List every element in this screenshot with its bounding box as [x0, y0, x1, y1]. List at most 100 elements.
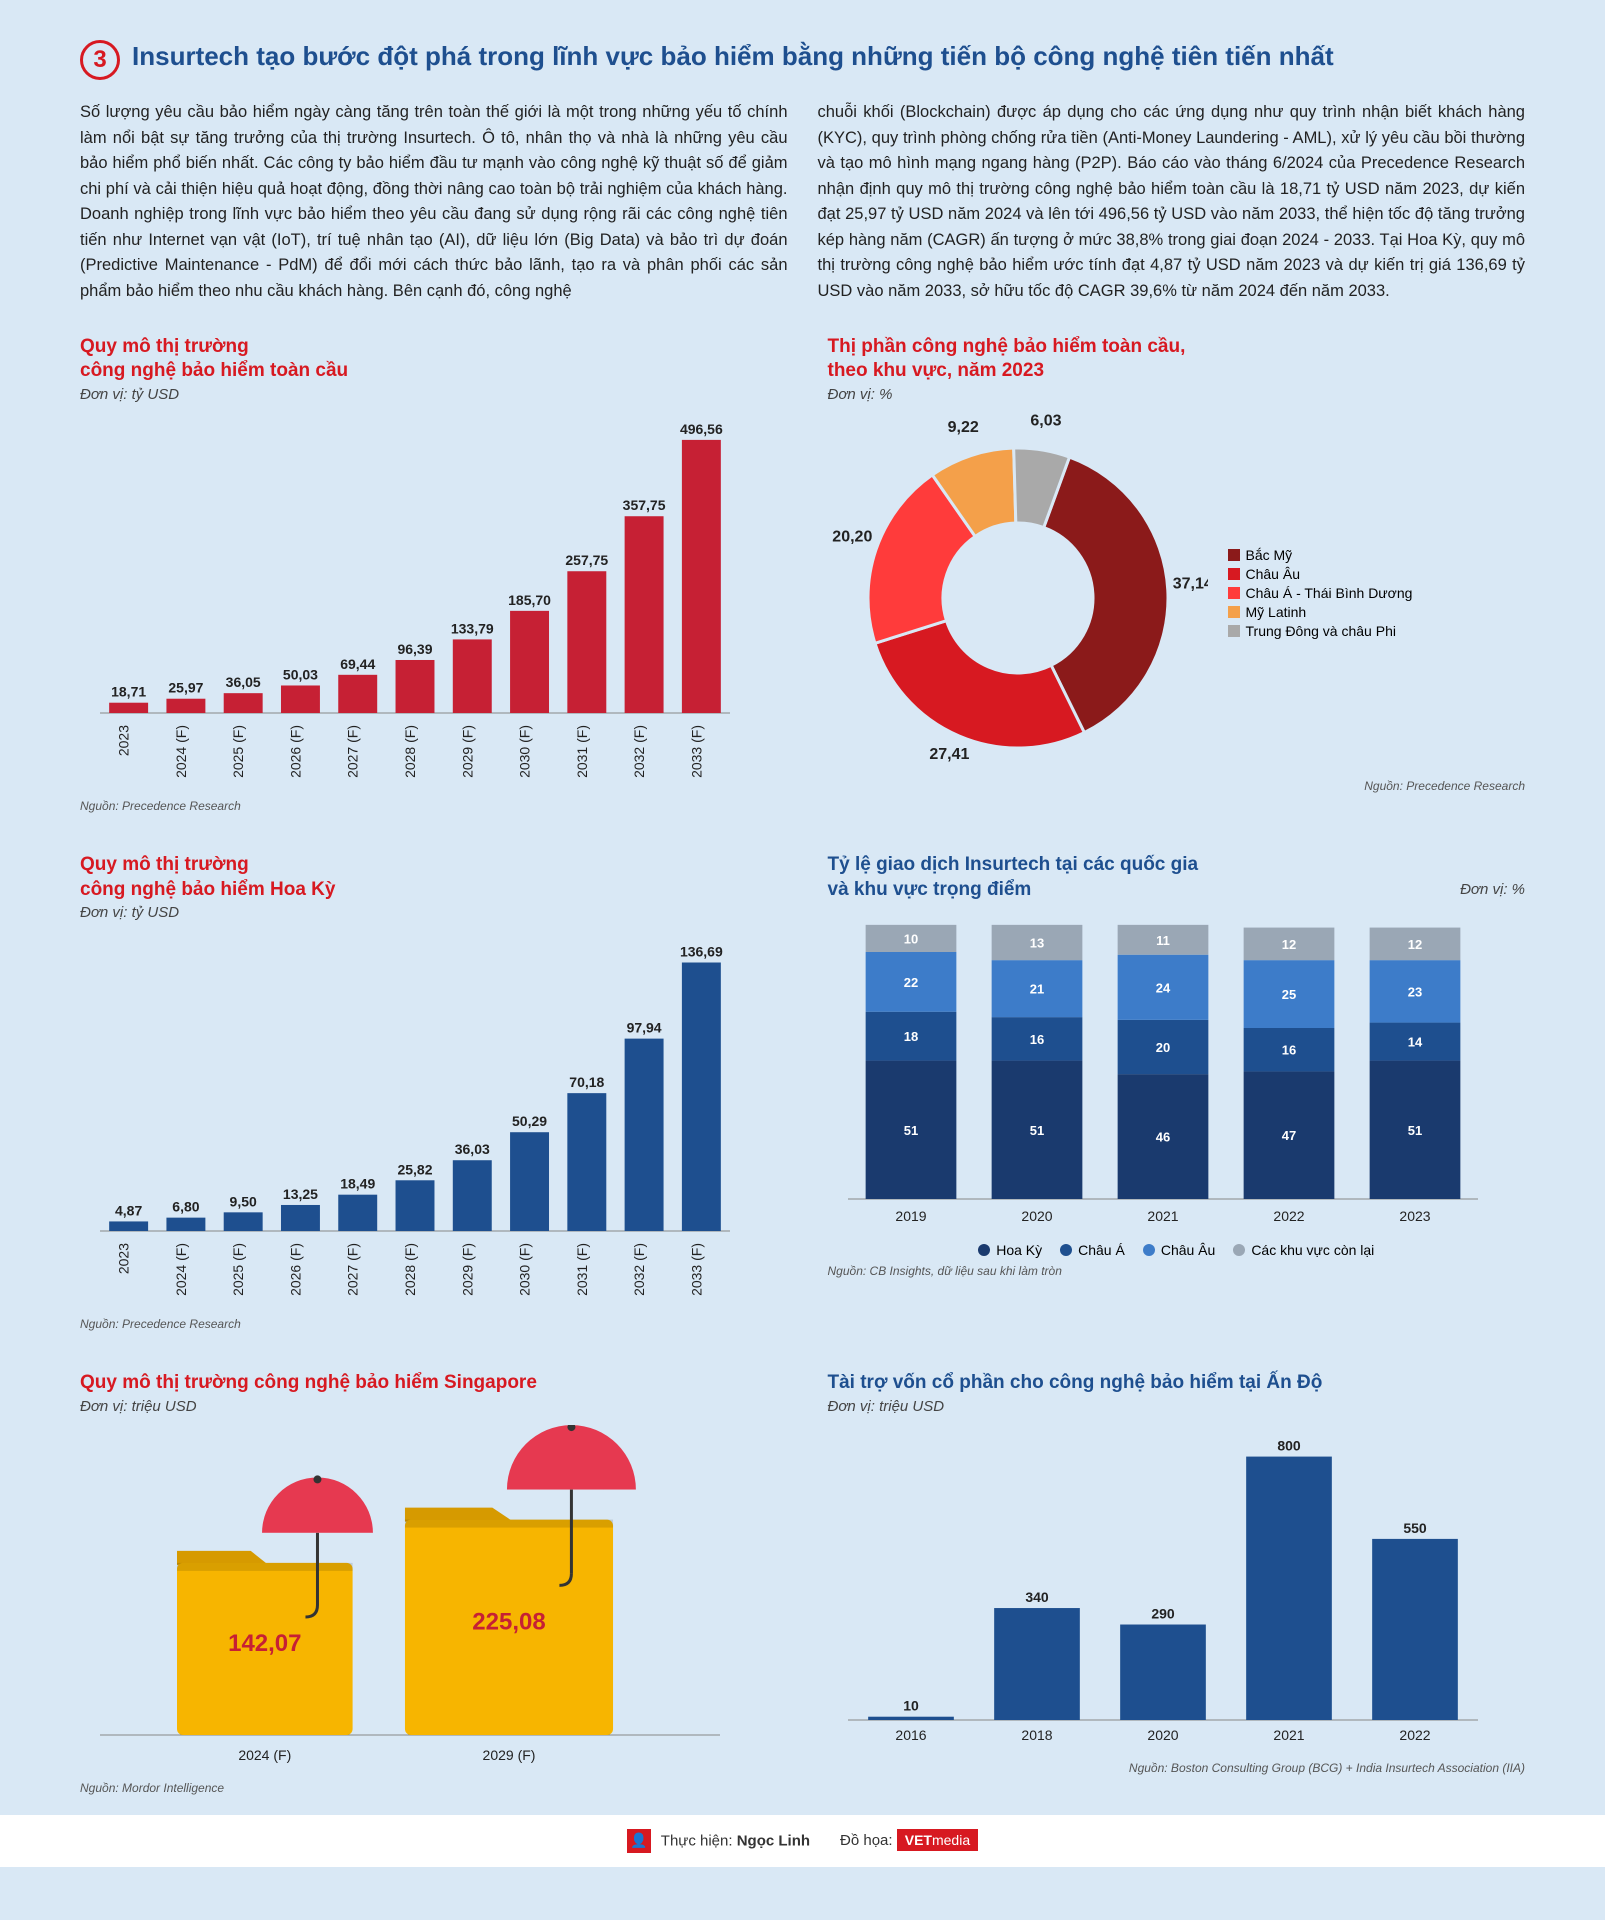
svg-text:2030 (F): 2030 (F): [517, 725, 533, 778]
chart-unit: Đơn vị: triệu USD: [828, 1398, 1526, 1415]
svg-text:22: 22: [903, 975, 917, 990]
chart-source: Nguồn: Boston Consulting Group (BCG) + I…: [828, 1761, 1526, 1775]
stacked-bar-chart: 5118221020195116211320204620241120214716…: [828, 904, 1488, 1234]
svg-text:13: 13: [1029, 936, 1043, 951]
svg-text:51: 51: [1029, 1123, 1043, 1138]
svg-text:2024 (F): 2024 (F): [173, 725, 189, 778]
svg-text:20,20: 20,20: [832, 528, 872, 545]
footer: 👤 Thực hiện: Ngọc Linh Đồ họa: VETmedia: [0, 1815, 1605, 1867]
chart-unit: Đơn vị: triệu USD: [80, 1398, 778, 1415]
svg-text:2032 (F): 2032 (F): [631, 725, 647, 778]
svg-text:50,29: 50,29: [512, 1113, 547, 1129]
donut-legend: Bắc MỹChâu ÂuChâu Á - Thái Bình DươngMỹ …: [1228, 544, 1413, 642]
svg-text:25,82: 25,82: [397, 1162, 432, 1178]
chart-unit: Đơn vị: %: [828, 386, 1526, 403]
svg-text:21: 21: [1029, 982, 1043, 997]
svg-text:2027 (F): 2027 (F): [345, 1243, 361, 1296]
footer-design: Đồ họa: VETmedia: [840, 1832, 978, 1849]
chart-donut-region: Thị phần công nghệ bảo hiểm toàn cầu,the…: [828, 335, 1526, 813]
svg-text:10: 10: [903, 1698, 919, 1714]
svg-text:2020: 2020: [1021, 1208, 1052, 1224]
svg-text:18,71: 18,71: [111, 684, 146, 700]
chart-title: Tỷ lệ giao dịch Insurtech tại các quốc g…: [828, 853, 1199, 902]
chart-global-market: Quy mô thị trườngcông nghệ bảo hiểm toàn…: [80, 335, 778, 813]
bar-chart-india: 1020163402018290202080020215502022: [828, 1425, 1488, 1755]
section-number: 3: [80, 40, 120, 80]
svg-text:2029 (F): 2029 (F): [459, 725, 475, 778]
svg-text:14: 14: [1407, 1035, 1422, 1050]
svg-text:340: 340: [1025, 1589, 1049, 1605]
folder-chart: 142,072024 (F)225,082029 (F): [80, 1425, 740, 1775]
svg-text:50,03: 50,03: [283, 666, 318, 682]
svg-text:225,08: 225,08: [472, 1608, 545, 1635]
svg-text:18,49: 18,49: [340, 1176, 375, 1192]
svg-text:2026 (F): 2026 (F): [287, 725, 303, 778]
svg-text:2019: 2019: [895, 1208, 926, 1224]
section-title: Insurtech tạo bước đột phá trong lĩnh vự…: [132, 40, 1334, 74]
bar-chart-us: 4,8720236,802024 (F)9,502025 (F)13,25202…: [80, 931, 740, 1311]
svg-text:6,03: 6,03: [1030, 413, 1061, 429]
svg-text:2032 (F): 2032 (F): [631, 1243, 647, 1296]
svg-text:97,94: 97,94: [627, 1020, 662, 1036]
svg-text:2018: 2018: [1021, 1727, 1052, 1743]
svg-text:2028 (F): 2028 (F): [402, 725, 418, 778]
svg-text:12: 12: [1407, 937, 1421, 952]
svg-text:46: 46: [1155, 1130, 1169, 1145]
svg-text:6,80: 6,80: [172, 1199, 199, 1215]
svg-text:4,87: 4,87: [115, 1203, 142, 1219]
svg-text:2023: 2023: [116, 1243, 132, 1274]
chart-title: Quy mô thị trườngcông nghệ bảo hiểm Hoa …: [80, 853, 778, 902]
chart-source: Nguồn: Mordor Intelligence: [80, 1781, 778, 1795]
chart-india-funding: Tài trợ vốn cổ phần cho công nghệ bảo hi…: [828, 1371, 1526, 1795]
svg-text:2024 (F): 2024 (F): [238, 1747, 291, 1763]
svg-text:12: 12: [1281, 937, 1295, 952]
svg-text:9,22: 9,22: [947, 419, 978, 436]
chart-title: Thị phần công nghệ bảo hiểm toàn cầu,the…: [828, 335, 1526, 384]
chart-title: Quy mô thị trườngcông nghệ bảo hiểm toàn…: [80, 335, 778, 384]
chart-title: Tài trợ vốn cổ phần cho công nghệ bảo hi…: [828, 1371, 1526, 1396]
svg-text:25: 25: [1281, 987, 1295, 1002]
svg-text:2026 (F): 2026 (F): [287, 1243, 303, 1296]
svg-text:136,69: 136,69: [680, 944, 723, 960]
svg-text:70,18: 70,18: [569, 1074, 604, 1090]
svg-text:96,39: 96,39: [397, 641, 432, 657]
svg-text:2021: 2021: [1147, 1208, 1178, 1224]
footer-author: 👤 Thực hiện: Ngọc Linh: [627, 1829, 810, 1853]
svg-text:47: 47: [1281, 1128, 1295, 1143]
svg-text:25,97: 25,97: [168, 680, 203, 696]
svg-text:133,79: 133,79: [451, 620, 494, 636]
chart-source: Nguồn: Precedence Research: [80, 799, 778, 813]
svg-text:2028 (F): 2028 (F): [402, 1243, 418, 1296]
svg-text:11: 11: [1156, 933, 1170, 948]
svg-text:10: 10: [903, 932, 917, 947]
svg-text:13,25: 13,25: [283, 1186, 318, 1202]
svg-text:20: 20: [1155, 1040, 1169, 1055]
svg-text:2025 (F): 2025 (F): [230, 725, 246, 778]
svg-text:2023: 2023: [116, 725, 132, 756]
svg-text:2029 (F): 2029 (F): [483, 1747, 536, 1763]
svg-text:51: 51: [903, 1123, 917, 1138]
svg-text:16: 16: [1029, 1032, 1043, 1047]
svg-text:36,05: 36,05: [226, 674, 261, 690]
chart-source: Nguồn: CB Insights, dữ liệu sau khi làm …: [828, 1264, 1526, 1278]
svg-text:185,70: 185,70: [508, 592, 551, 608]
svg-text:2027 (F): 2027 (F): [345, 725, 361, 778]
svg-text:9,50: 9,50: [230, 1194, 257, 1210]
vet-badge: VETmedia: [897, 1829, 978, 1851]
svg-text:2021: 2021: [1273, 1727, 1304, 1743]
chart-unit: Đơn vị: tỷ USD: [80, 904, 778, 921]
bar-chart-global: 18,71 2023 25,97 2024 (F) 36,05 2025 (F) 50,03…: [80, 413, 740, 793]
chart-unit: Đơn vị: tỷ USD: [80, 386, 778, 403]
svg-text:290: 290: [1151, 1605, 1175, 1621]
svg-text:51: 51: [1407, 1123, 1421, 1138]
svg-text:24: 24: [1155, 981, 1170, 996]
svg-text:2033 (F): 2033 (F): [688, 1243, 704, 1296]
chart-source: Nguồn: Precedence Research: [828, 779, 1526, 793]
svg-text:2030 (F): 2030 (F): [517, 1243, 533, 1296]
svg-text:2025 (F): 2025 (F): [230, 1243, 246, 1296]
svg-text:357,75: 357,75: [623, 497, 666, 513]
chart-us-market: Quy mô thị trườngcông nghệ bảo hiểm Hoa …: [80, 853, 778, 1331]
donut-chart: 37,1427,4120,209,226,03: [828, 413, 1208, 773]
svg-text:257,75: 257,75: [565, 552, 608, 568]
svg-text:18: 18: [903, 1029, 917, 1044]
